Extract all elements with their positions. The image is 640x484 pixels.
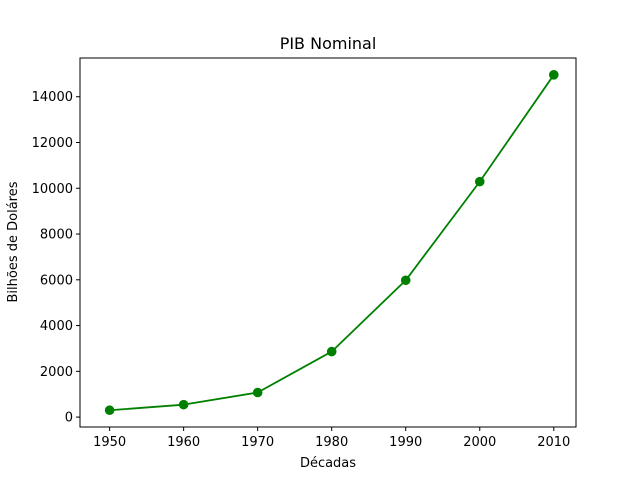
x-axis-label: Décadas: [300, 456, 356, 471]
data-point: [104, 405, 115, 416]
data-point: [474, 176, 485, 187]
y-tick-label: 12000: [32, 136, 73, 151]
chart-title: PIB Nominal: [280, 34, 377, 53]
y-tick-label: 8000: [40, 228, 73, 243]
x-tick-label: 1970: [241, 435, 274, 450]
y-axis-label: Bilhões de Doláres: [6, 181, 21, 302]
x-tick-label: 1960: [167, 435, 200, 450]
series-line: [109, 74, 555, 412]
data-point: [178, 399, 189, 410]
x-tick-label: 1990: [389, 435, 422, 450]
x-tick-label: 2000: [463, 435, 496, 450]
y-tick-label: 14000: [32, 90, 73, 105]
y-tick-label: 0: [65, 411, 73, 426]
data-point: [326, 346, 337, 357]
x-tick-label: 1950: [93, 435, 126, 450]
data-point: [252, 387, 263, 398]
plot-frame: [79, 57, 577, 428]
x-tick-label: 1980: [315, 435, 348, 450]
y-tick-label: 4000: [40, 319, 73, 334]
data-point: [548, 70, 559, 80]
plot-area: 1950 1960 1970 1980 1990 2000 2010 0 2000 4000 600…: [32, 57, 577, 450]
y-tick-label: 2000: [40, 365, 73, 380]
data-point: [400, 275, 411, 286]
x-tick-label: 2010: [537, 435, 570, 450]
y-tick-label: 10000: [32, 182, 73, 197]
y-tick-label: 6000: [40, 273, 73, 288]
